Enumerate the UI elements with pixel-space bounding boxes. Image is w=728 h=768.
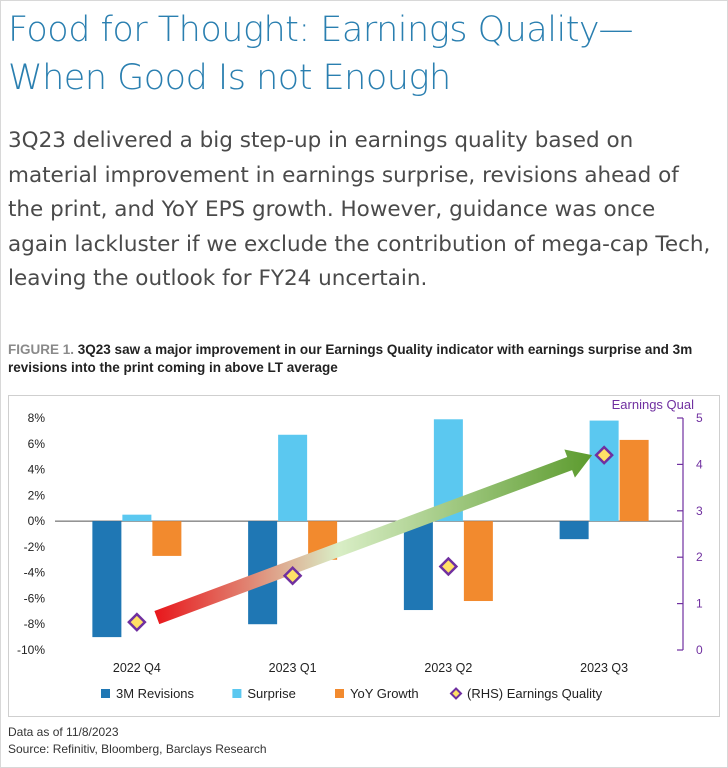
bar-3m-revisions-0: [92, 521, 122, 638]
bar-3m-revisions-2: [403, 521, 433, 611]
y-right-tick-label: 1: [696, 597, 703, 611]
trend-arrow: [154, 449, 593, 625]
bar-yoy-growth-2: [463, 521, 493, 602]
y-left-tick-label: -2%: [24, 540, 46, 554]
y-right-tick-label: 2: [696, 550, 703, 564]
x-category-label: 2022 Q4: [113, 661, 161, 675]
y-right-tick-label: 0: [696, 643, 703, 657]
source-note: Source: Refinitiv, Bloomberg, Barclays R…: [8, 742, 267, 756]
bar-yoy-growth-3: [619, 439, 649, 522]
y-left-tick-label: -8%: [24, 617, 46, 631]
y-left-tick-label: -10%: [17, 643, 45, 657]
x-category-label: 2023 Q1: [269, 661, 317, 675]
bar-yoy-growth-0: [152, 521, 182, 556]
figure-caption-text: 3Q23 saw a major improvement in our Earn…: [8, 342, 693, 375]
legend-swatch-3m-revisions: [101, 689, 110, 698]
y-left-tick-label: 4%: [28, 463, 46, 477]
y-left-tick-label: 2%: [28, 488, 46, 502]
bar-surprise-0: [122, 514, 152, 522]
earnings-quality-chart: 8% 6% 4% 2% 0% -2% -4% -6% -8% -10% 5 4 3 2 1 0 Earnings…: [17, 397, 703, 701]
y-left-tick-label: 8%: [28, 411, 46, 425]
legend-label: Surprise: [247, 686, 295, 701]
y-right-tick-label: 3: [696, 504, 703, 518]
y-left-tick-label: 6%: [28, 437, 46, 451]
earnings-quality-marker-2: [438, 556, 459, 577]
summary-text: 3Q23 delivered a big step-up in earnings…: [8, 128, 711, 291]
legend-label: YoY Growth: [350, 686, 419, 701]
legend-swatch-surprise: [232, 689, 242, 698]
bar-3m-revisions-3: [559, 521, 589, 540]
y-right-tick-label: 4: [696, 457, 703, 471]
legend-swatch-earnings-quality: [449, 687, 463, 700]
legend-label: 3M Revisions: [116, 686, 195, 701]
footnote: Data as of 11/8/2023 Source: Refinitiv, …: [8, 724, 267, 758]
earnings-quality-marker-1: [282, 565, 303, 586]
y-left-tick-label: -6%: [24, 591, 46, 605]
page-title: Food for Thought: Earnings Quality—When …: [8, 10, 634, 98]
bar-surprise-3: [589, 420, 619, 522]
legend-swatch-yoy-growth: [335, 689, 344, 698]
x-category-label: 2023 Q3: [580, 661, 628, 675]
bar-surprise-1: [278, 434, 308, 522]
x-category-label: 2023 Q2: [424, 661, 472, 675]
earnings-quality-marker-3: [594, 445, 614, 465]
earnings-quality-marker-0: [127, 612, 147, 632]
figure-caption: FIGURE 1. 3Q23 saw a major improvement i…: [8, 341, 720, 377]
figure-label: FIGURE 1.: [8, 342, 75, 357]
chart-container: 8% 6% 4% 2% 0% -2% -4% -6% -8% -10% 5 4 3 2 1 0 Earnings…: [8, 395, 720, 717]
y-right-tick-label: 5: [696, 411, 703, 425]
legend-label: (RHS) Earnings Quality: [467, 686, 603, 701]
y-left-tick-label: 0%: [28, 514, 46, 528]
y-left-tick-label: -4%: [24, 566, 46, 580]
data-as-of: Data as of 11/8/2023: [8, 725, 119, 739]
y-right-axis-label: Earnings Qual: [612, 397, 694, 412]
